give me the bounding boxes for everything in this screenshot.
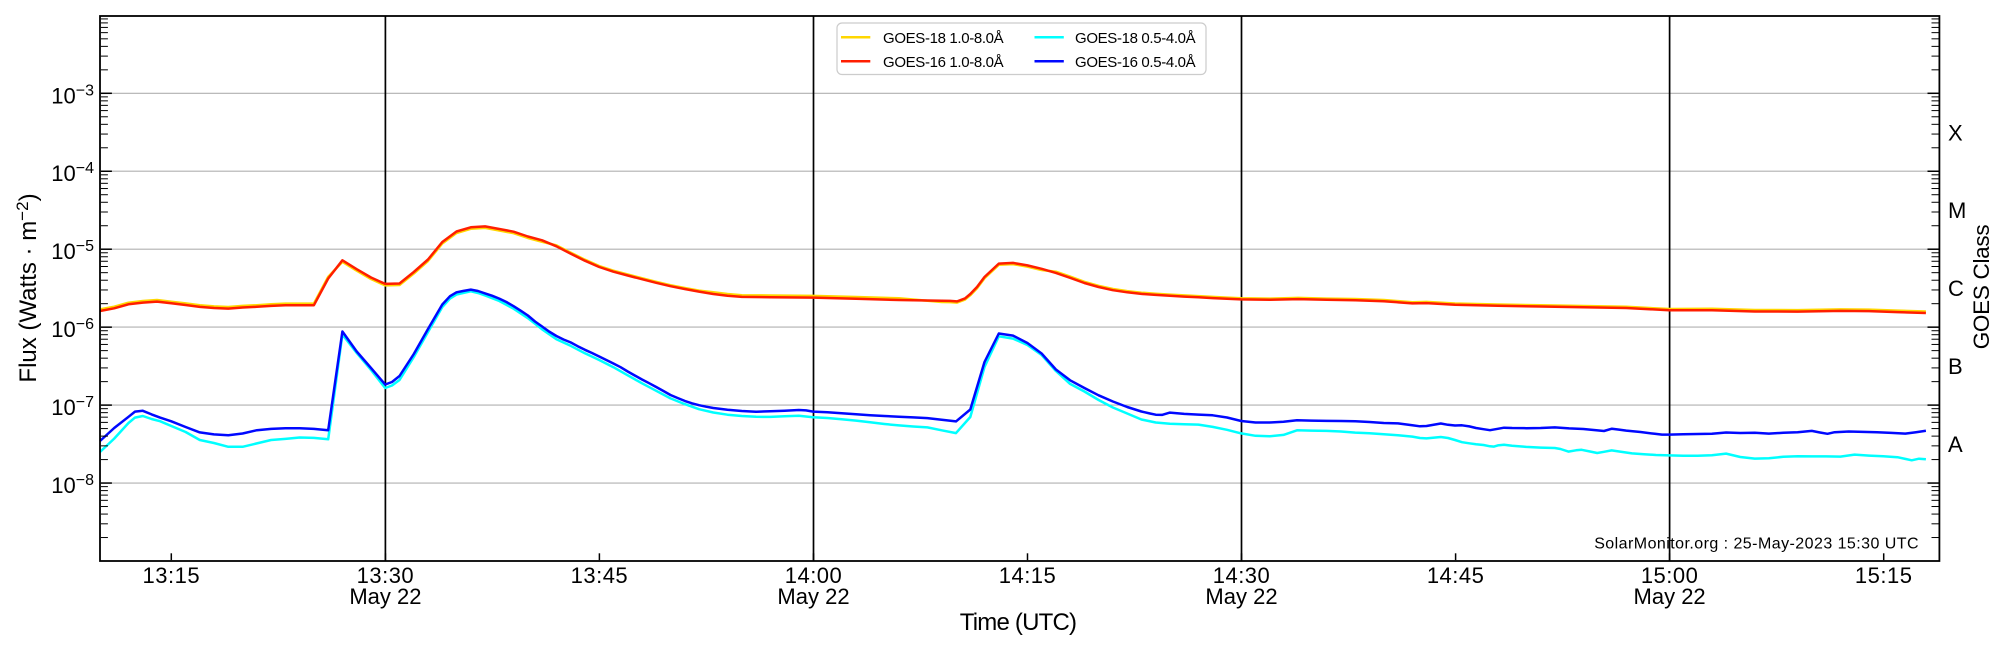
svg-text:15:15: 15:15 <box>1855 563 1913 588</box>
svg-text:M: M <box>1948 198 1966 223</box>
svg-text:May 22: May 22 <box>777 584 849 609</box>
svg-text:GOES-16 0.5-4.0Å: GOES-16 0.5-4.0Å <box>1075 54 1196 71</box>
svg-text:Flux (Watts · m−2): Flux (Watts · m−2) <box>13 193 42 382</box>
svg-text:10−6: 10−6 <box>51 316 94 342</box>
svg-text:13:45: 13:45 <box>571 563 629 588</box>
svg-text:B: B <box>1948 354 1963 379</box>
svg-text:14:45: 14:45 <box>1427 563 1485 588</box>
svg-text:GOES-18 0.5-4.0Å: GOES-18 0.5-4.0Å <box>1075 30 1196 47</box>
svg-text:14:30: 14:30 <box>1213 563 1271 588</box>
svg-text:GOES-18 1.0-8.0Å: GOES-18 1.0-8.0Å <box>883 30 1004 47</box>
svg-text:Time (UTC): Time (UTC) <box>960 609 1076 636</box>
svg-text:14:15: 14:15 <box>999 563 1057 588</box>
svg-text:15:00: 15:00 <box>1641 563 1699 588</box>
svg-text:13:30: 13:30 <box>357 563 415 588</box>
svg-text:May 22: May 22 <box>349 584 421 609</box>
svg-text:SolarMonitor.org : 25-May-2023: SolarMonitor.org : 25-May-2023 15:30 UTC <box>1594 536 1919 553</box>
svg-text:13:15: 13:15 <box>143 563 201 588</box>
svg-text:X: X <box>1948 120 1963 145</box>
svg-text:May 22: May 22 <box>1634 584 1706 609</box>
svg-text:A: A <box>1948 432 1963 457</box>
svg-text:GOES Class: GOES Class <box>1969 225 1994 350</box>
svg-text:10−4: 10−4 <box>51 160 94 186</box>
svg-text:14:00: 14:00 <box>785 563 843 588</box>
svg-text:May 22: May 22 <box>1205 584 1277 609</box>
svg-text:GOES-16 1.0-8.0Å: GOES-16 1.0-8.0Å <box>883 54 1004 71</box>
svg-text:C: C <box>1948 276 1964 301</box>
